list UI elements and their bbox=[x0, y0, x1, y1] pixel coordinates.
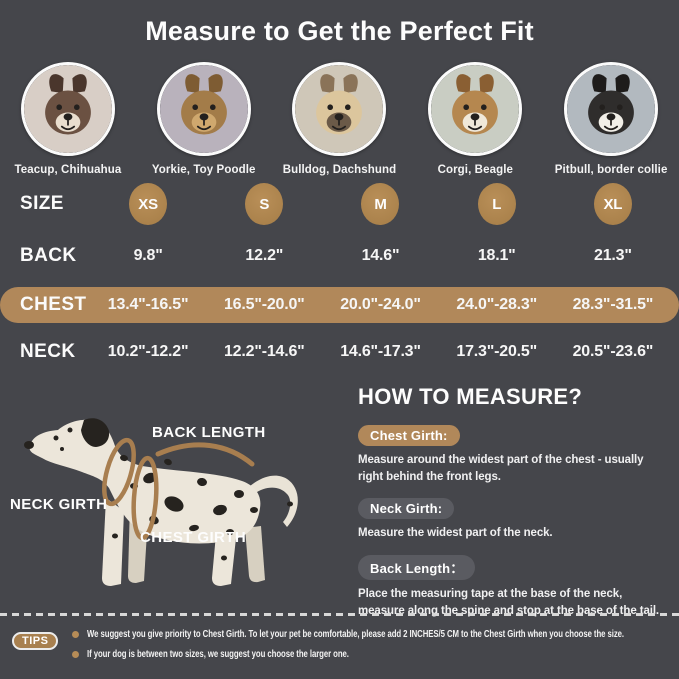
dog-breed-item: Bulldog, Dachshund bbox=[272, 62, 408, 176]
dog-breed-item: Yorkie, Toy Poodle bbox=[136, 62, 272, 176]
dog-breed-label: Pitbull, border collie bbox=[554, 164, 668, 176]
size-badge-xs: XS bbox=[129, 183, 168, 225]
how-to-measure-section: HOW TO MEASURE? Chest Girth: Measure aro… bbox=[358, 384, 672, 632]
tips-list: We suggest you give priority to Chest Gi… bbox=[72, 629, 679, 669]
dog-breed-label: Corgi, Beagle bbox=[437, 164, 513, 176]
back-value: 14.6" bbox=[361, 247, 400, 264]
neck-girth-text: Measure the widest part of the neck. bbox=[358, 527, 553, 540]
size-badge-xl: XL bbox=[593, 183, 632, 225]
dog-breed-item: Teacup, Chihuahua bbox=[0, 62, 136, 176]
neck-value: 14.6"-17.3" bbox=[340, 343, 421, 360]
back-value: 18.1" bbox=[477, 247, 516, 264]
neck-girth-label: NECK GIRTH bbox=[10, 496, 108, 513]
tip-text: If your dog is between two sizes, we sug… bbox=[87, 649, 350, 660]
size-row: SIZE XS S M L XL bbox=[0, 183, 679, 225]
neck-girth-badge: Neck Girth: bbox=[358, 498, 455, 520]
dog-breed-item: Corgi, Beagle bbox=[407, 62, 543, 176]
bullet-dot-icon bbox=[72, 651, 80, 658]
chest-row-label: CHEST bbox=[20, 294, 87, 315]
dog-photo-icon bbox=[428, 62, 523, 156]
size-row-label: SIZE bbox=[20, 193, 64, 214]
back-value: 21.3" bbox=[594, 247, 632, 264]
dog-breed-label: Bulldog, Dachshund bbox=[282, 164, 397, 176]
back-value: 12.2" bbox=[245, 247, 284, 264]
measure-step-back: Back Length： Place the measuring tape at… bbox=[358, 555, 672, 619]
chest-value: 24.0"-28.3" bbox=[456, 296, 537, 313]
back-row: BACK 9.8" 12.2" 14.6" 18.1" 21.3" bbox=[0, 236, 679, 276]
chest-value: 20.0"-24.0" bbox=[340, 296, 421, 313]
chest-girth-text: Measure around the widest part of the ch… bbox=[358, 454, 644, 483]
tip-text: We suggest you give priority to Chest Gi… bbox=[87, 629, 625, 640]
dog-photo-icon bbox=[20, 62, 115, 156]
dog-breed-label: Yorkie, Toy Poodle bbox=[151, 164, 256, 176]
chest-girth-badge: Chest Girth: bbox=[358, 425, 460, 446]
page-title: Measure to Get the Perfect Fit bbox=[145, 16, 534, 46]
dog-breeds-row: Teacup, Chihuahua Yorkie, Toy Poodle bbox=[0, 62, 679, 176]
measure-step-neck: Neck Girth: Measure the widest part of t… bbox=[358, 498, 672, 542]
size-badge-l: L bbox=[477, 183, 516, 225]
size-badge-m: M bbox=[361, 183, 400, 225]
back-length-badge: Back Length： bbox=[358, 555, 476, 581]
dog-breed-item: Pitbull, border collie bbox=[543, 62, 679, 176]
neck-row: NECK 10.2"-12.2" 12.2"-14.6" 14.6"-17.3"… bbox=[0, 332, 679, 372]
dog-breed-label: Teacup, Chihuahua bbox=[14, 164, 122, 176]
back-length-label: BACK LENGTH bbox=[152, 424, 266, 441]
tip-item: We suggest you give priority to Chest Gi… bbox=[72, 629, 679, 640]
chest-value: 13.4"-16.5" bbox=[107, 296, 189, 313]
tips-badge: TIPS bbox=[12, 632, 59, 650]
how-to-measure-title: HOW TO MEASURE? bbox=[358, 384, 583, 409]
chest-row-highlighted: CHEST 13.4"-16.5" 16.5"-20.0" 20.0"-24.0… bbox=[0, 287, 679, 323]
measurement-diagram: BACK LENGTH NECK GIRTH CHEST GIRTH bbox=[2, 386, 350, 616]
tip-item: If your dog is between two sizes, we sug… bbox=[72, 649, 679, 660]
chest-girth-label: CHEST GIRTH bbox=[140, 529, 247, 546]
bullet-dot-icon bbox=[72, 631, 80, 638]
dog-photo-icon bbox=[156, 62, 251, 156]
tips-section: TIPS We suggest you give priority to Che… bbox=[12, 629, 672, 669]
dog-photo-icon bbox=[292, 62, 387, 156]
chest-value: 28.3"-31.5" bbox=[572, 296, 654, 313]
dashed-divider bbox=[0, 613, 679, 616]
chest-value: 16.5"-20.0" bbox=[223, 296, 305, 313]
neck-value: 17.3"-20.5" bbox=[456, 343, 537, 360]
measure-step-chest: Chest Girth: Measure around the widest p… bbox=[358, 425, 672, 485]
back-value: 9.8" bbox=[133, 247, 163, 264]
size-badge-s: S bbox=[245, 183, 284, 225]
dog-photo-icon bbox=[564, 62, 659, 156]
neck-row-label: NECK bbox=[20, 341, 76, 362]
back-row-label: BACK bbox=[20, 245, 77, 266]
dalmatian-illustration bbox=[24, 418, 298, 586]
neck-value: 10.2"-12.2" bbox=[107, 343, 189, 360]
neck-value: 12.2"-14.6" bbox=[223, 343, 305, 360]
neck-value: 20.5"-23.6" bbox=[572, 343, 654, 360]
